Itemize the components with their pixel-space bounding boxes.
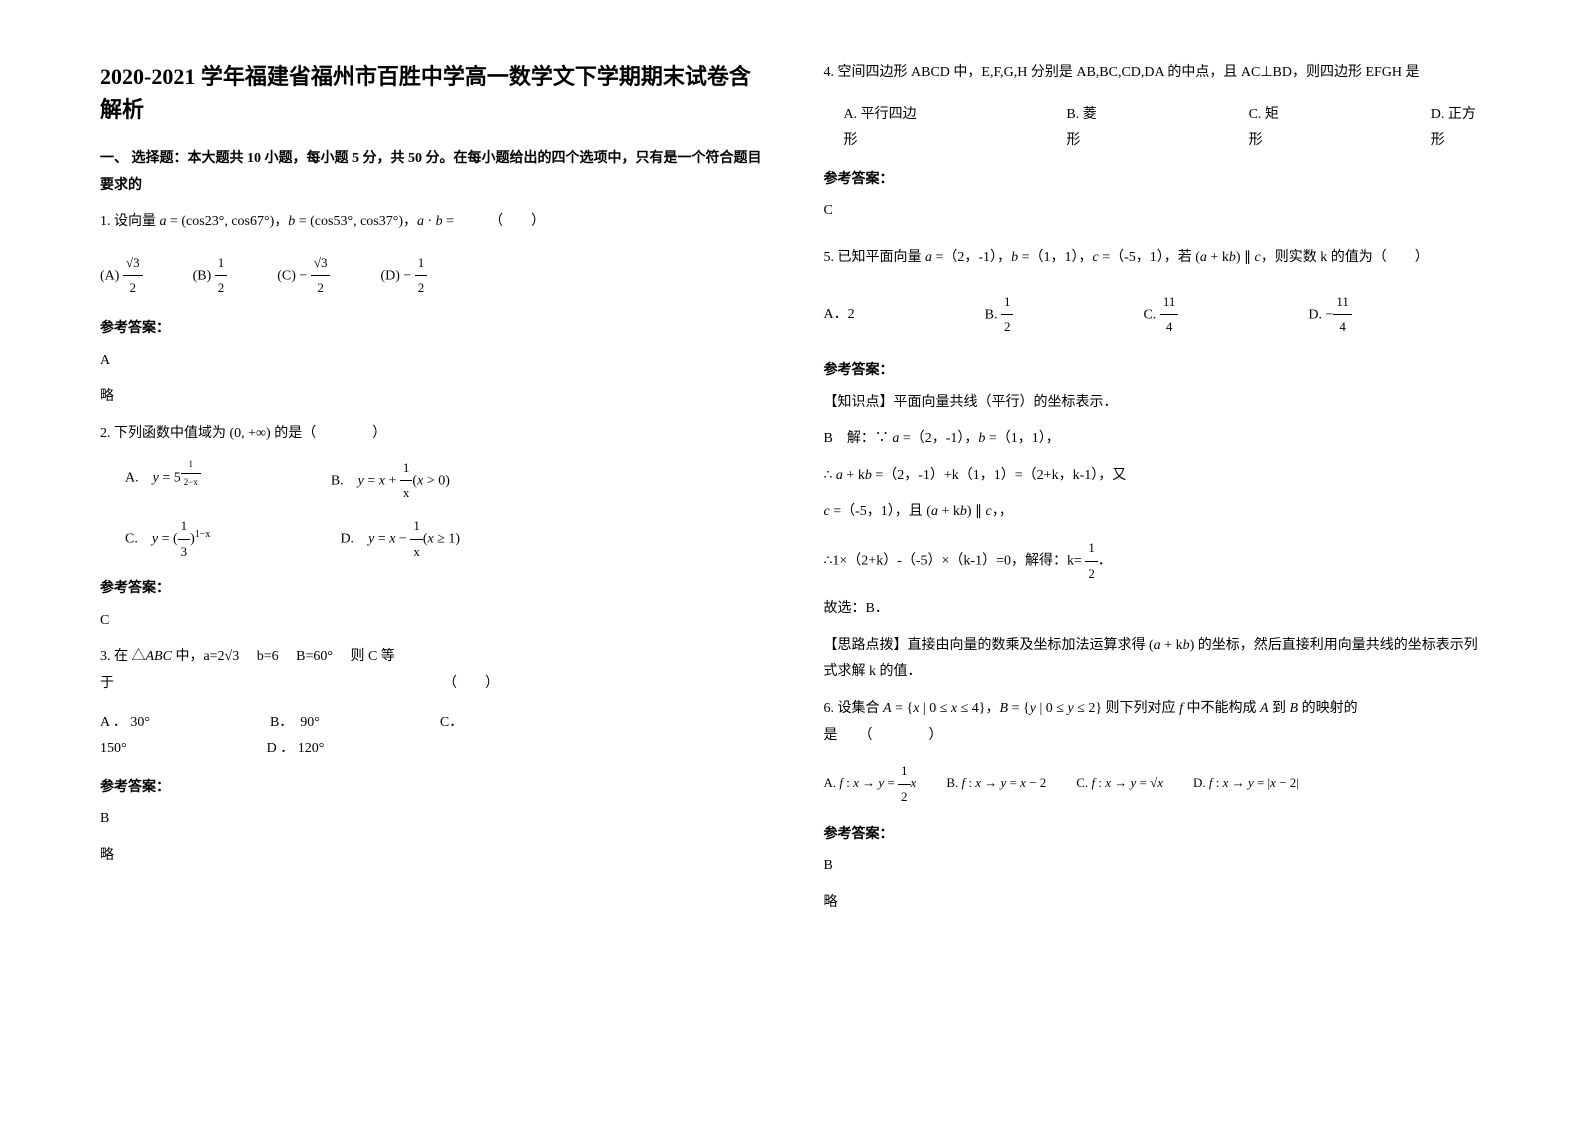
- q6-optA: A. f : x → y = 12x: [824, 759, 917, 809]
- right-column: 4. 空间四边形 ABCD 中，E,F,G,H 分别是 AB,BC,CD,DA …: [824, 60, 1488, 1062]
- q6-answer-label: 参考答案：: [824, 822, 1488, 849]
- q5-stem: 5. 已知平面向量 a =（2，-1），b =（1，1），c =（-5，1），若…: [824, 245, 1488, 272]
- q5-optD: D. −114: [1308, 290, 1352, 340]
- q5-options: A．2 B. 12 C. 114 D. −114: [824, 290, 1488, 340]
- q4-optB: B. 菱形: [1066, 102, 1108, 155]
- q6-optB: B. f : x → y = x − 2: [946, 771, 1046, 796]
- q2-options-row1: A. y = 512−x B. y = x + 1x(x > 0): [125, 456, 739, 506]
- section-header: 一、 选择题：本大题共 10 小题，每小题 5 分，共 50 分。在每小题给出的…: [100, 146, 764, 199]
- document-title: 2020-2021 学年福建省福州市百胜中学高一数学文下学期期末试卷含解析: [100, 60, 764, 126]
- q6-answer: B: [824, 853, 1488, 880]
- q5-optB: B. 12: [985, 290, 1014, 340]
- q5-sol3: c =（-5，1），且 (a + kb) ∥ c，，: [824, 499, 1488, 526]
- q5-sol1: B 解：∵ a =（2，-1），b =（1，1），: [824, 426, 1488, 453]
- q1-optB: (B) 12: [193, 251, 228, 301]
- q4-optC: C. 矩形: [1249, 102, 1291, 155]
- q5-sol2: ∴ a + kb =（2，-1）+k（1，1）=（2+k，k-1），又: [824, 463, 1488, 490]
- q1-optD: (D) − 12: [380, 251, 427, 301]
- question-4: 4. 空间四边形 ABCD 中，E,F,G,H 分别是 AB,BC,CD,DA …: [824, 60, 1488, 155]
- q5-optA: A．2: [824, 302, 855, 329]
- q3-answer-label: 参考答案：: [100, 775, 764, 802]
- q2-optC: C. y = (13)1−x: [125, 514, 210, 564]
- q6-stem: 6. 设集合 A = {x | 0 ≤ x ≤ 4}，B = {y | 0 ≤ …: [824, 696, 1488, 749]
- q1-stem: 1. 设向量 a = (cos23°, cos67°)，b = (cos53°,…: [100, 209, 764, 236]
- q3-options-row1: A ． 30° B． 90° C．: [100, 710, 764, 737]
- q4-optD: D. 正方形: [1431, 102, 1487, 155]
- q3-optC: C．: [440, 710, 463, 737]
- q4-options: A. 平行四边形 B. 菱形 C. 矩形 D. 正方形: [844, 102, 1488, 155]
- q3-optB: B． 90°: [270, 710, 320, 737]
- q1-optC: (C) − √32: [277, 251, 330, 301]
- q5-optC: C. 114: [1143, 290, 1178, 340]
- q3-optA: A ． 30°: [100, 710, 150, 737]
- q1-options: (A) √32 (B) 12 (C) − √32 (D) − 12: [100, 251, 764, 301]
- q5-sol5: 故选：B．: [824, 596, 1488, 623]
- question-2: 2. 下列函数中值域为 (0, +∞) 的是（ ） A. y = 512−x B…: [100, 421, 764, 564]
- q2-optD: D. y = x − 1x(x ≥ 1): [340, 514, 460, 564]
- q6-options: A. f : x → y = 12x B. f : x → y = x − 2 …: [824, 759, 1488, 809]
- q4-optA: A. 平行四边形: [844, 102, 927, 155]
- question-1: 1. 设向量 a = (cos23°, cos67°)，b = (cos53°,…: [100, 209, 764, 301]
- q3-optD: D ． 120°: [267, 736, 325, 763]
- q3-options-row2: 150° D ． 120°: [100, 736, 764, 763]
- q1-answer-label: 参考答案：: [100, 316, 764, 343]
- question-6: 6. 设集合 A = {x | 0 ≤ x ≤ 4}，B = {y | 0 ≤ …: [824, 696, 1488, 810]
- q3-optC2: 150°: [100, 736, 127, 763]
- q1-answer: A: [100, 348, 764, 375]
- q2-optB: B. y = x + 1x(x > 0): [331, 456, 450, 506]
- q4-stem: 4. 空间四边形 ABCD 中，E,F,G,H 分别是 AB,BC,CD,DA …: [824, 60, 1488, 87]
- q6-note: 略: [824, 890, 1488, 917]
- q2-answer-label: 参考答案：: [100, 576, 764, 603]
- q3-note: 略: [100, 843, 764, 870]
- q6-optC: C. f : x → y = √x: [1076, 771, 1163, 796]
- question-5: 5. 已知平面向量 a =（2，-1），b =（1，1），c =（-5，1），若…: [824, 245, 1488, 340]
- q5-answer-label: 参考答案：: [824, 358, 1488, 385]
- q3-answer: B: [100, 806, 764, 833]
- left-column: 2020-2021 学年福建省福州市百胜中学高一数学文下学期期末试卷含解析 一、…: [100, 60, 764, 1062]
- q2-options-row2: C. y = (13)1−x D. y = x − 1x(x ≥ 1): [125, 514, 739, 564]
- q2-optA: A. y = 512−x: [125, 456, 201, 506]
- q3-stem: 3. 在 △ABC 中，a=2√3 b=6 B=60° 则 C 等于 （ ）: [100, 644, 764, 697]
- question-3: 3. 在 △ABC 中，a=2√3 b=6 B=60° 则 C 等于 （ ） A…: [100, 644, 764, 762]
- q5-knowledge: 【知识点】平面向量共线（平行）的坐标表示．: [824, 390, 1488, 417]
- q2-stem: 2. 下列函数中值域为 (0, +∞) 的是（ ）: [100, 421, 764, 448]
- q2-answer: C: [100, 608, 764, 635]
- q1-note: 略: [100, 384, 764, 411]
- q5-sol4: ∴1×（2+k）-（-5）×（k-1）=0，解得：k= 12．: [824, 536, 1488, 586]
- q4-answer: C: [824, 198, 1488, 225]
- q4-answer-label: 参考答案：: [824, 167, 1488, 194]
- q1-optA: (A) √32: [100, 251, 143, 301]
- q5-tip: 【思路点拨】直接由向量的数乘及坐标加法运算求得 (a + kb) 的坐标，然后直…: [824, 633, 1488, 686]
- q6-optD: D. f : x → y = |x − 2|: [1193, 771, 1299, 796]
